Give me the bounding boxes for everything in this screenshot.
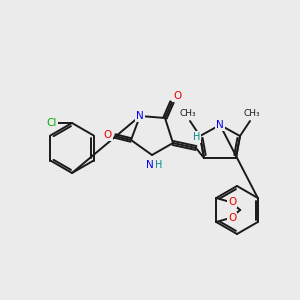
Text: CH₃: CH₃ [180,109,196,118]
Text: H: H [155,160,163,170]
Text: O: O [228,213,236,223]
Text: N: N [216,120,224,130]
Text: H: H [193,132,201,142]
Text: Cl: Cl [47,118,57,128]
Text: N: N [136,111,144,121]
Text: CH₃: CH₃ [244,109,260,118]
Text: N: N [146,160,154,170]
Text: O: O [104,130,112,140]
Text: O: O [228,197,236,207]
Text: O: O [173,91,181,101]
